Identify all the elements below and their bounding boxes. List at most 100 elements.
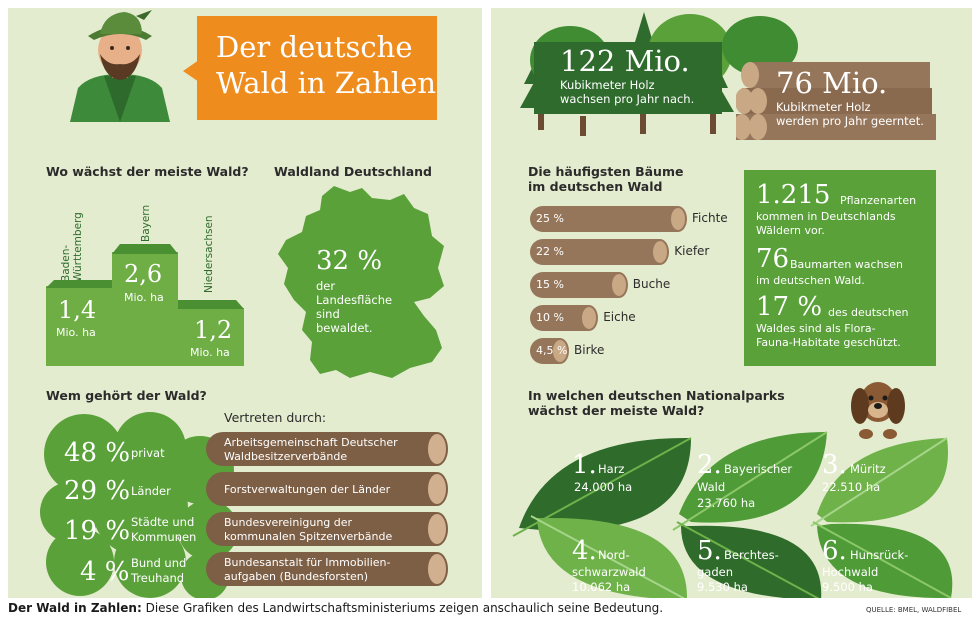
tree-name-birke: Birke xyxy=(574,343,605,357)
page-title-line1: Der deutsche xyxy=(216,30,413,64)
state-label-nds: Niedersachsen xyxy=(203,215,215,293)
waldland-percent: 32 % xyxy=(316,246,383,276)
tree-log-fichte xyxy=(530,206,678,232)
treespecies-text-1: Baumarten wachsen xyxy=(790,258,904,271)
waldland-text-2: Landesfläche xyxy=(316,293,393,307)
caption-bold: Der Wald in Zahlen: xyxy=(8,601,142,615)
plants-value: 1.215 xyxy=(756,180,831,210)
np-rank-1: 1. xyxy=(572,450,597,480)
tree-name-fichte: Fichte xyxy=(692,211,728,225)
owner-label-laender: Länder xyxy=(131,484,171,498)
np-rank-4: 4. xyxy=(572,536,597,566)
rep-log-4-end xyxy=(426,552,448,586)
np-rank-3: 3. xyxy=(822,450,847,480)
state-label-bw-line1: Baden- xyxy=(60,244,72,282)
forest-state-question: Wo wächst der meiste Wald? xyxy=(46,164,249,179)
podium-bw xyxy=(46,286,112,366)
podium-bw-top xyxy=(46,280,112,288)
rep-text-3-line2: kommunalen Spitzenverbände xyxy=(224,530,393,543)
rep-log-1 xyxy=(206,432,436,466)
np-name-6-line1: Hunsrück- xyxy=(850,548,909,562)
caption-text: Diese Grafiken des Landwirtschaftsminist… xyxy=(141,601,664,615)
np-name-5-line1: Berchtes- xyxy=(724,548,779,562)
np-name-2-line2: Wald xyxy=(697,480,726,494)
ownership-tree-cloud xyxy=(40,412,238,598)
treespecies-text-2: im deutschen Wald. xyxy=(756,274,865,287)
caption: Der Wald in Zahlen: Diese Grafiken des L… xyxy=(8,601,663,615)
owner-label-bund-2: Treuhand xyxy=(131,571,185,585)
facts-box xyxy=(744,170,936,366)
page-title-line2: Wald in Zahlen xyxy=(216,66,437,100)
harvest-text-2: werden pro Jahr geerntet. xyxy=(776,114,924,128)
ownership-question: Wem gehört der Wald? xyxy=(46,388,207,403)
rep-log-4 xyxy=(206,552,436,586)
plants-text-2: kommen in Deutschlands xyxy=(756,210,896,223)
state-label-bw: Baden- Württemberg xyxy=(60,212,84,282)
germany-map xyxy=(278,186,444,378)
state-value-nds: 1,2 xyxy=(194,316,233,344)
tree-percent-eiche: 10 % xyxy=(536,311,564,324)
title-box xyxy=(197,16,437,120)
forest-illustration xyxy=(520,12,798,136)
tree-log-end-fichte xyxy=(669,206,687,232)
plants-text-1: Pflanzenarten xyxy=(840,194,917,207)
owner-percent-privat: 48 % xyxy=(64,438,131,468)
np-question-1: In welchen deutschen Nationalparks xyxy=(528,388,785,403)
np-area-2: 23.760 ha xyxy=(697,496,756,510)
tree-name-kiefer: Kiefer xyxy=(674,244,710,258)
tree-percent-birke: 4,5 % xyxy=(536,344,568,357)
tree-name-buche: Buche xyxy=(632,277,671,291)
state-unit-bayern: Mio. ha xyxy=(124,291,164,304)
owner-label-bund-1: Bund und xyxy=(131,556,187,570)
owner-label-privat: privat xyxy=(131,446,165,460)
np-area-4: 10.062 ha xyxy=(572,580,631,594)
np-name-4-line2: schwarzwald xyxy=(572,565,646,579)
habitat-text-1: des deutschen xyxy=(828,306,909,319)
dog-illustration xyxy=(851,382,905,439)
rep-text-4-line1: Bundesanstalt für Immobilien- xyxy=(224,556,391,569)
growth-text-1: Kubikmeter Holz xyxy=(560,78,655,92)
np-name-2-line1: Bayerischer xyxy=(724,462,793,476)
owner-label-staedte-2: Kommunen xyxy=(131,530,197,544)
growth-text-2: wachsen pro Jahr nach. xyxy=(560,92,695,106)
podium-bayern xyxy=(112,252,178,366)
np-area-1: 24.000 ha xyxy=(574,480,633,494)
rep-log-2-end xyxy=(426,472,448,506)
rep-log-3 xyxy=(206,512,436,546)
owner-percent-laender: 29 % xyxy=(64,476,131,506)
rep-log-3-end xyxy=(426,512,448,546)
plants-text-3: Wäldern vor. xyxy=(756,224,825,237)
np-rank-2: 2. xyxy=(697,450,722,480)
np-name-4-line1: Nord- xyxy=(598,548,630,562)
tree-log-buche xyxy=(530,272,619,298)
tree-name-eiche: Eiche xyxy=(603,310,636,324)
state-unit-bw: Mio. ha xyxy=(56,326,96,339)
owner-percent-staedte: 19 % xyxy=(64,516,131,546)
owner-percent-bund: 4 % xyxy=(80,557,130,587)
tree-log-kiefer xyxy=(530,239,661,265)
title-box-pointer xyxy=(183,60,199,82)
podium-bayern-top xyxy=(112,244,178,254)
tree-percent-buche: 15 % xyxy=(536,278,564,291)
state-label-bw-line2: Württemberg xyxy=(72,212,84,282)
trees-question-2: im deutschen Wald xyxy=(528,179,663,194)
tree-log-end-birke xyxy=(551,338,569,364)
tree-log-end-eiche xyxy=(580,305,599,331)
np-name-1: Harz xyxy=(598,462,625,476)
rep-text-1-line2: Waldbesitzerverbände xyxy=(224,450,348,463)
waldland-text-4: bewaldet. xyxy=(316,321,373,335)
np-rank-6: 6. xyxy=(822,536,847,566)
np-name-6-line2: Hochwald xyxy=(822,565,879,579)
np-area-5: 9.530 ha xyxy=(697,580,748,594)
np-question-2: wächst der meiste Wald? xyxy=(528,403,705,418)
np-name-3: Müritz xyxy=(850,462,886,476)
state-value-bw: 1,4 xyxy=(58,296,97,324)
tree-log-end-buche xyxy=(609,272,628,298)
rep-text-3-line1: Bundesvereinigung der xyxy=(224,516,353,529)
caption-source: QUELLE: BMEL, WALDFIBEL xyxy=(866,606,962,614)
harvest-value: 76 Mio. xyxy=(776,66,888,100)
tree-percent-kiefer: 22 % xyxy=(536,245,564,258)
np-leaves xyxy=(512,431,953,598)
podium-nds xyxy=(178,308,244,366)
state-unit-nds: Mio. ha xyxy=(190,346,230,359)
